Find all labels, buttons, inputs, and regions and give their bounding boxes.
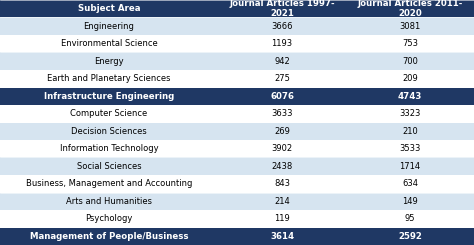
Bar (218, 122, 346, 140)
Bar (346, 35, 474, 52)
Bar (0, 35, 218, 52)
Bar (346, 70, 474, 87)
Bar (218, 35, 346, 52)
Bar (0, 193, 218, 210)
Bar (346, 17, 474, 35)
Text: 634: 634 (402, 179, 418, 188)
Text: 700: 700 (402, 57, 418, 66)
Bar (0, 228, 218, 245)
Bar (218, 52, 346, 70)
Text: Infrastructure Engineering: Infrastructure Engineering (44, 92, 174, 101)
Text: 275: 275 (274, 74, 290, 83)
Bar (346, 210, 474, 228)
Bar (0, 175, 218, 193)
Text: 753: 753 (402, 39, 418, 48)
Bar (346, 228, 474, 245)
Text: Computer Science: Computer Science (71, 109, 147, 118)
Text: Management of People/Business: Management of People/Business (30, 232, 188, 241)
Text: 3323: 3323 (399, 109, 421, 118)
Bar (0, 140, 218, 158)
Bar (346, 105, 474, 122)
Bar (346, 140, 474, 158)
Bar (0, 122, 218, 140)
Bar (218, 228, 346, 245)
Text: 3081: 3081 (400, 22, 420, 31)
Text: 269: 269 (274, 127, 290, 136)
Text: 2592: 2592 (398, 232, 422, 241)
Text: 6076: 6076 (270, 92, 294, 101)
Bar (0, 0, 218, 17)
Text: Business, Management and Accounting: Business, Management and Accounting (26, 179, 192, 188)
Text: 2438: 2438 (272, 162, 292, 171)
Text: Psychology: Psychology (85, 214, 133, 223)
Bar (0, 70, 218, 87)
Text: 119: 119 (274, 214, 290, 223)
Bar (346, 122, 474, 140)
Bar (218, 210, 346, 228)
Text: 95: 95 (405, 214, 415, 223)
Text: Decision Sciences: Decision Sciences (71, 127, 147, 136)
Bar (0, 105, 218, 122)
Text: Subject Area: Subject Area (78, 4, 140, 13)
Bar (218, 158, 346, 175)
Text: 3614: 3614 (270, 232, 294, 241)
Text: 1714: 1714 (400, 162, 420, 171)
Bar (346, 0, 474, 17)
Text: 149: 149 (402, 197, 418, 206)
Text: 4743: 4743 (398, 92, 422, 101)
Bar (218, 140, 346, 158)
Text: 214: 214 (274, 197, 290, 206)
Text: 843: 843 (274, 179, 290, 188)
Bar (218, 70, 346, 87)
Bar (218, 17, 346, 35)
Text: 209: 209 (402, 74, 418, 83)
Text: 210: 210 (402, 127, 418, 136)
Bar (218, 0, 346, 17)
Bar (0, 17, 218, 35)
Bar (0, 158, 218, 175)
Bar (218, 87, 346, 105)
Bar (0, 87, 218, 105)
Text: 942: 942 (274, 57, 290, 66)
Text: 3633: 3633 (271, 109, 293, 118)
Bar (346, 158, 474, 175)
Text: Engineering: Engineering (83, 22, 135, 31)
Text: Arts and Humanities: Arts and Humanities (66, 197, 152, 206)
Bar (218, 175, 346, 193)
Bar (218, 193, 346, 210)
Bar (346, 87, 474, 105)
Bar (346, 193, 474, 210)
Text: Earth and Planetary Sciences: Earth and Planetary Sciences (47, 74, 171, 83)
Bar (346, 52, 474, 70)
Text: Energy: Energy (94, 57, 124, 66)
Text: Social Sciences: Social Sciences (77, 162, 141, 171)
Bar (218, 105, 346, 122)
Bar (346, 175, 474, 193)
Text: 3902: 3902 (272, 144, 292, 153)
Text: Journal Articles 2011-
2020: Journal Articles 2011- 2020 (357, 0, 463, 18)
Text: Environmental Science: Environmental Science (61, 39, 157, 48)
Bar (0, 52, 218, 70)
Text: 1193: 1193 (272, 39, 292, 48)
Text: 3666: 3666 (271, 22, 293, 31)
Text: Information Technology: Information Technology (60, 144, 158, 153)
Text: Journal Articles 1997-
2021: Journal Articles 1997- 2021 (229, 0, 335, 18)
Text: 3533: 3533 (399, 144, 421, 153)
Bar (0, 210, 218, 228)
